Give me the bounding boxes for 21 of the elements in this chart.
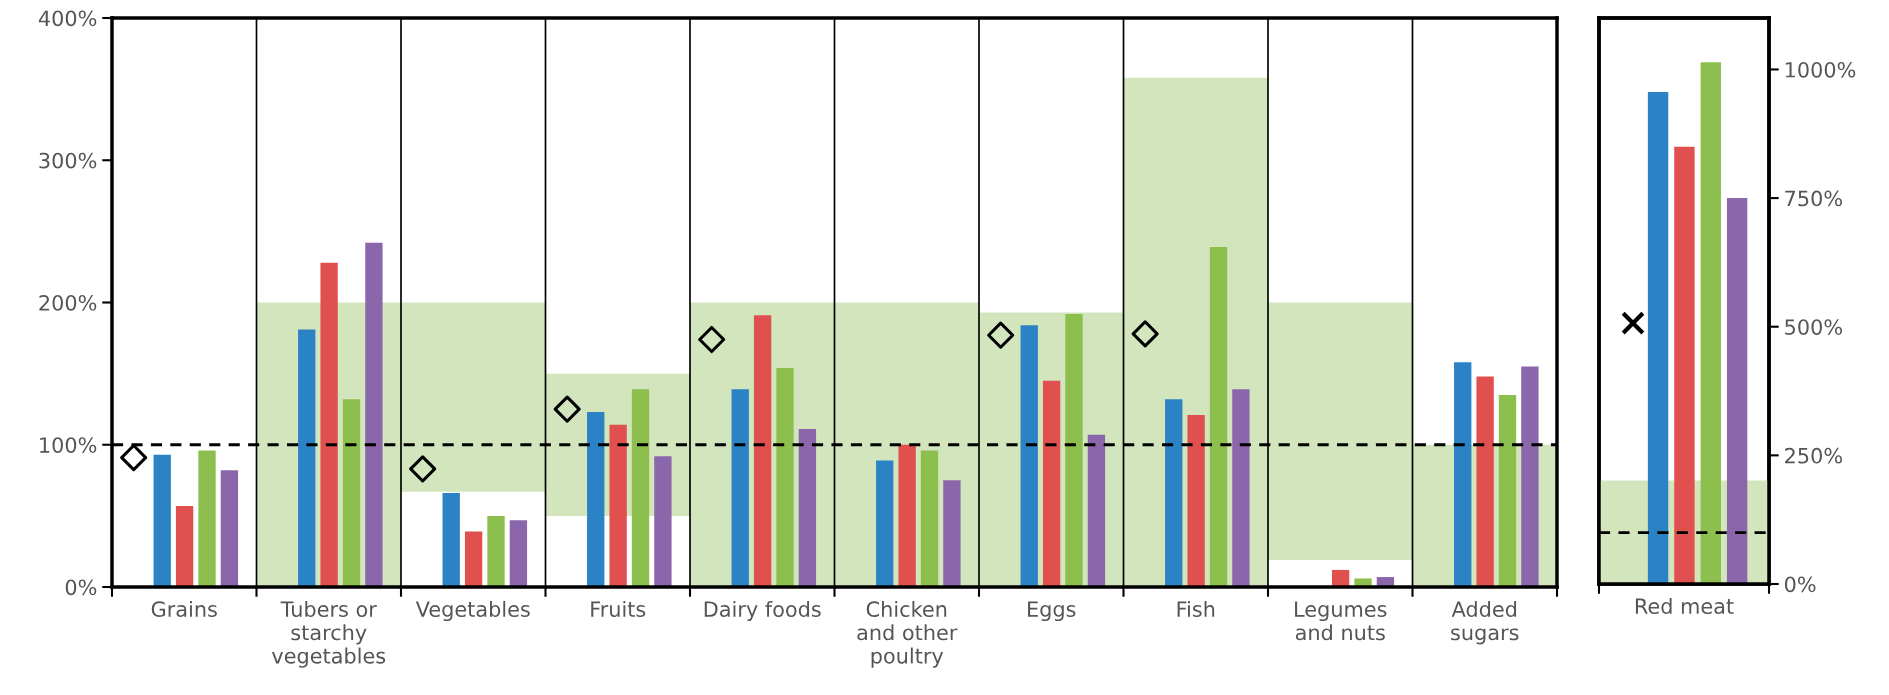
x-tick-label: Fish	[1177, 600, 1215, 618]
y2-tick-label: 0%	[1784, 576, 1816, 593]
y-tick-label: 0%	[65, 579, 97, 596]
y2-tick-label: 1000%	[1785, 61, 1856, 78]
x-tick-label: Fruits	[591, 600, 646, 618]
x-tick-label: Legumes and nuts	[1295, 601, 1387, 641]
y2-tick-label: 750%	[1785, 190, 1842, 207]
x-tick-label: Vegetables	[415, 600, 530, 622]
x-tick-label: Added sugars	[1451, 600, 1519, 645]
y2-tick-label: 250%	[1785, 447, 1842, 464]
y-tick-label: 200%	[39, 294, 97, 311]
x-tick-label: Dairy foods	[704, 600, 821, 622]
x-tick-label: Tubers or starchy vegetables	[271, 600, 386, 668]
x-tick-label: Red meat	[1635, 597, 1734, 615]
x-tick-label: Chicken and other poultry	[857, 600, 958, 668]
y2-tick-label: 500%	[1785, 319, 1842, 335]
x-tick-label: Grains	[151, 600, 217, 618]
y-tick-label: 300%	[39, 152, 97, 169]
y-tick-label: 400%	[38, 10, 97, 27]
y-tick-label: 100%	[40, 437, 97, 453]
x-tick-label: Eggs	[1028, 601, 1076, 622]
